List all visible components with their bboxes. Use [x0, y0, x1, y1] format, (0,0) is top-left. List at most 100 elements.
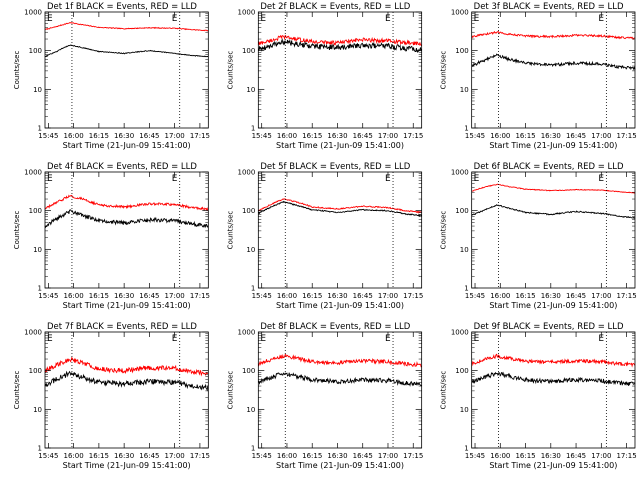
x-tick-label: 16:15 [515, 452, 535, 460]
y-tick-label: 100 [29, 367, 42, 375]
plot-frame [257, 171, 423, 289]
panel-det-3: Det 3f BLACK = Events, RED = LLD 15:45 16:… [440, 2, 637, 150]
x-tick-label: 15:45 [465, 132, 485, 140]
y-tick-label: 1 [38, 125, 42, 133]
plot-frame [471, 171, 636, 289]
panel-title: Det 3f BLACK = Events, RED = LLD [474, 2, 624, 12]
panel-det-7: Det 7f BLACK = Events, RED = LLD 15:45 16:… [13, 322, 210, 470]
panel-det-4: Det 4f BLACK = Events, RED = LLD 15:45 16:… [13, 162, 210, 310]
lld-series-line [257, 34, 423, 47]
x-tick-label: 16:30 [327, 452, 347, 460]
y-tick-label: 1 [251, 285, 255, 293]
lld-series-line [44, 356, 209, 377]
corner-marker-left: E [260, 14, 266, 24]
x-tick-label: 17:15 [616, 292, 636, 300]
x-tick-label: 16:45 [139, 452, 159, 460]
x-tick-label: 15:45 [252, 132, 272, 140]
panel-title: Det 4f BLACK = Events, RED = LLD [47, 162, 197, 172]
x-tick-label: 16:00 [64, 452, 84, 460]
corner-marker-right: E [385, 14, 391, 24]
x-tick-label: 16:00 [277, 292, 297, 300]
x-tick-label: 16:45 [139, 292, 159, 300]
panel-title: Det 9f BLACK = Events, RED = LLD [474, 322, 624, 332]
y-tick-label: 10 [246, 86, 255, 94]
x-tick-label: 17:00 [591, 452, 611, 460]
y-tick-label: 10 [33, 246, 42, 254]
corner-marker-left: E [47, 334, 53, 344]
x-tick-label: 17:00 [378, 292, 398, 300]
x-tick-label: 17:15 [403, 452, 423, 460]
y-tick-label: 100 [455, 367, 468, 375]
x-tick-label: 15:45 [465, 452, 485, 460]
x-tick-label: 16:15 [89, 452, 109, 460]
plot-frame [44, 11, 209, 129]
corner-marker-left: E [47, 174, 53, 184]
y-tick-label: 1000 [24, 169, 42, 177]
events-series-line [44, 370, 209, 392]
y-tick-label: 10 [33, 406, 42, 414]
x-tick-label: 16:30 [541, 452, 561, 460]
x-tick-label: 16:00 [64, 132, 84, 140]
y-tick-label: 1000 [451, 9, 469, 17]
x-tick-label: 16:45 [566, 452, 586, 460]
lld-series-line [44, 21, 209, 32]
y-axis-label: Counts/sec [226, 371, 234, 410]
y-tick-label: 100 [29, 47, 42, 55]
lld-series-line [44, 194, 209, 211]
y-tick-label: 100 [455, 207, 468, 215]
lld-series-line [471, 353, 636, 368]
x-tick-label: 17:15 [616, 132, 636, 140]
panel-det-2: Det 2f BLACK = Events, RED = LLD 15:45 16:… [226, 2, 423, 150]
panel-title: Det 7f BLACK = Events, RED = LLD [47, 322, 197, 332]
corner-marker-right: E [598, 334, 604, 344]
y-tick-label: 1 [464, 285, 468, 293]
x-axis-label: Start Time (21-Jun-09 15:41:00) [63, 141, 191, 150]
plot-frame [471, 11, 636, 129]
x-tick-label: 15:45 [465, 292, 485, 300]
plot-frame [257, 11, 423, 129]
events-series-line [471, 371, 636, 386]
x-tick-label: 15:45 [252, 452, 272, 460]
panel-det-1: Det 1f BLACK = Events, RED = LLD 15:45 16:… [13, 2, 210, 150]
y-tick-label: 10 [460, 86, 469, 94]
events-series-line [471, 53, 636, 71]
lld-series-line [258, 198, 422, 214]
x-tick-label: 16:30 [114, 132, 134, 140]
x-tick-label: 17:15 [190, 452, 210, 460]
x-tick-label: 16:15 [302, 452, 322, 460]
corner-marker-left: E [474, 174, 480, 184]
y-tick-label: 1 [38, 445, 42, 453]
y-axis-label: Counts/sec [226, 211, 234, 250]
panel-title: Det 5f BLACK = Events, RED = LLD [260, 162, 410, 172]
x-tick-label: 17:15 [616, 452, 636, 460]
y-tick-label: 1 [251, 445, 255, 453]
x-tick-label: 16:30 [327, 132, 347, 140]
x-tick-label: 16:00 [490, 132, 510, 140]
panel-det-6: Det 6f BLACK = Events, RED = LLD 15:45 16:… [440, 162, 637, 310]
y-tick-label: 10 [246, 246, 255, 254]
panel-det-9: Det 9f BLACK = Events, RED = LLD 15:45 16:… [440, 322, 637, 470]
x-axis-label: Start Time (21-Jun-09 15:41:00) [276, 301, 404, 310]
corner-marker-right: E [172, 14, 178, 24]
plot-frame [471, 331, 636, 449]
y-tick-label: 1 [251, 125, 255, 133]
x-tick-label: 16:00 [490, 292, 510, 300]
panel-title: Det 6f BLACK = Events, RED = LLD [474, 162, 624, 172]
x-tick-label: 17:15 [403, 292, 423, 300]
y-tick-label: 100 [29, 207, 42, 215]
x-tick-label: 17:00 [165, 452, 185, 460]
x-tick-label: 16:45 [353, 132, 373, 140]
x-tick-label: 16:15 [302, 292, 322, 300]
x-tick-label: 16:30 [541, 292, 561, 300]
y-tick-label: 1000 [238, 169, 256, 177]
corner-marker-left: E [260, 334, 266, 344]
y-axis-label: Counts/sec [13, 371, 21, 410]
y-tick-label: 1000 [451, 169, 469, 177]
panel-det-5: Det 5f BLACK = Events, RED = LLD 15:45 16:… [226, 162, 423, 310]
x-tick-label: 15:45 [38, 452, 58, 460]
x-tick-label: 16:45 [566, 132, 586, 140]
y-tick-label: 100 [455, 47, 468, 55]
y-tick-label: 10 [460, 246, 469, 254]
x-tick-label: 16:30 [114, 452, 134, 460]
